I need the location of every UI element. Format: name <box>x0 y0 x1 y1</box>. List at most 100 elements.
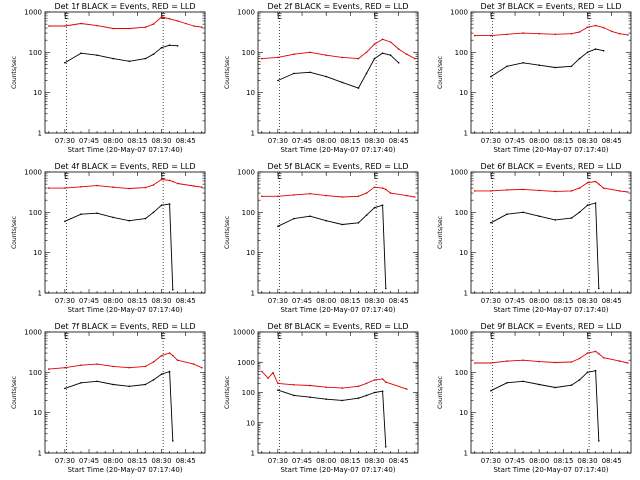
lld-point <box>160 354 163 357</box>
lld-point <box>96 363 98 365</box>
lld-point <box>385 188 387 191</box>
x-tick-label: 08:30 <box>151 457 171 465</box>
x-tick-label: 08:30 <box>364 457 384 465</box>
events-point <box>357 87 360 89</box>
events-point <box>522 62 524 64</box>
lld-point <box>381 187 384 189</box>
series-line-events <box>277 389 387 447</box>
y-axis-label: Counts/sec <box>11 376 18 409</box>
y-tick-label: 1 <box>38 290 42 298</box>
events-point <box>160 204 163 206</box>
x-tick-label: 08:45 <box>176 297 196 305</box>
panel-det-4: Det 4f BLACK = Events, RED = LLD 1 10 100 10… <box>11 162 206 314</box>
y-tick-label: 10 <box>246 419 255 427</box>
events-point <box>381 52 384 54</box>
plot-frame <box>470 331 632 454</box>
y-axis-label: Counts/sec <box>224 376 231 409</box>
plot-frame <box>470 11 632 134</box>
lld-point <box>586 352 589 354</box>
events-point <box>341 399 344 402</box>
series-line-lld <box>474 350 628 364</box>
events-point <box>64 387 66 390</box>
events-point <box>578 379 581 381</box>
events-point <box>160 46 163 49</box>
y-axis-label: Counts/sec <box>437 216 444 249</box>
x-tick-label: 07:30 <box>481 137 501 145</box>
y-tick-label: 10 <box>459 89 468 97</box>
x-tick-label: 08:00 <box>316 297 336 305</box>
plot-frame <box>44 11 206 134</box>
events-point <box>381 204 384 206</box>
lld-point <box>64 187 66 189</box>
x-axis-label: Start Time (20-May-07 07:17:40) <box>67 466 182 474</box>
x-tick-label: 08:45 <box>602 137 622 145</box>
lld-point <box>341 56 344 59</box>
events-point <box>389 54 392 56</box>
y-tick-label: 1 <box>251 450 255 458</box>
lld-point <box>112 365 114 368</box>
x-tick-label: 08:15 <box>340 297 360 305</box>
lld-point <box>128 366 131 369</box>
lld-point <box>389 41 392 43</box>
events-point <box>152 211 155 214</box>
y-axis-label: Counts/sec <box>224 56 231 89</box>
events-point <box>112 57 114 60</box>
lld-point <box>152 361 155 363</box>
events-point <box>570 384 573 387</box>
lld-point <box>506 189 508 191</box>
events-point <box>373 206 376 209</box>
x-tick-label: 08:00 <box>529 457 549 465</box>
series-line-lld <box>261 186 415 198</box>
lld-point <box>598 183 600 185</box>
series-line-events <box>64 371 174 441</box>
y-tick-label: 1 <box>38 450 42 458</box>
x-tick-label: 08:00 <box>316 457 336 465</box>
lld-point <box>357 385 360 388</box>
events-point <box>309 396 311 399</box>
events-point <box>277 389 279 391</box>
x-tick-label: 08:30 <box>151 297 171 305</box>
plot-frame <box>470 171 632 294</box>
panel-det-1: Det 1f BLACK = Events, RED = LLD 1 10 100 10… <box>11 2 206 154</box>
x-axis-label: Start Time (20-May-07 07:17:40) <box>493 466 608 474</box>
panel-det-9: Det 9f BLACK = Events, RED = LLD 1 10 100 10… <box>437 322 632 474</box>
x-tick-label: 08:45 <box>176 457 196 465</box>
events-point <box>309 71 311 74</box>
lld-point <box>618 360 621 362</box>
events-point <box>397 62 400 64</box>
x-tick-label: 08:15 <box>127 297 147 305</box>
y-tick-label: 100 <box>242 389 255 397</box>
events-point <box>373 391 376 394</box>
series-line-events <box>64 44 178 64</box>
lld-point <box>341 196 344 198</box>
x-tick-label: 08:00 <box>316 137 336 145</box>
x-tick-label: 08:00 <box>103 297 123 305</box>
lld-point <box>357 57 360 60</box>
lld-point <box>365 192 368 194</box>
event-flag: E <box>161 332 166 341</box>
lld-point <box>618 190 621 192</box>
series-line-lld <box>48 352 202 370</box>
x-tick-label: 07:30 <box>55 137 75 145</box>
event-flag: E <box>587 12 592 21</box>
lld-point <box>309 51 311 54</box>
lld-point <box>594 180 597 183</box>
x-tick-label: 08:45 <box>602 457 622 465</box>
x-axis-label: Start Time (20-May-07 07:17:40) <box>280 146 395 154</box>
events-point <box>490 222 492 224</box>
lld-point <box>192 363 195 365</box>
lld-point <box>192 25 195 27</box>
events-point <box>570 217 573 219</box>
lld-point <box>176 20 179 22</box>
events-point <box>594 369 597 372</box>
events-point <box>80 213 82 215</box>
events-point <box>64 220 66 223</box>
y-axis-label: Counts/sec <box>437 376 444 409</box>
event-flag: E <box>64 332 69 341</box>
events-point <box>586 51 589 54</box>
lld-point <box>365 382 368 385</box>
lld-point <box>144 365 147 368</box>
x-tick-label: 08:15 <box>553 297 573 305</box>
y-tick-label: 10 <box>246 89 255 97</box>
event-flag: E <box>490 332 495 341</box>
